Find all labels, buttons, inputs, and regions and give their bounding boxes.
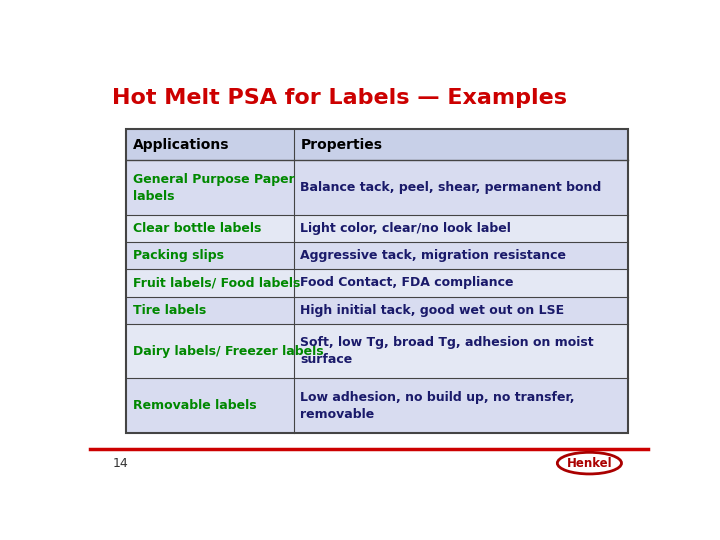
Bar — [126, 215, 629, 242]
Ellipse shape — [557, 453, 621, 474]
Text: Food Contact, FDA compliance: Food Contact, FDA compliance — [300, 276, 514, 289]
Text: Clear bottle labels: Clear bottle labels — [133, 222, 261, 235]
Text: Properties: Properties — [300, 138, 382, 152]
Text: Fruit labels/ Food labels: Fruit labels/ Food labels — [133, 276, 300, 289]
Text: Removable labels: Removable labels — [133, 399, 256, 412]
Text: Balance tack, peel, shear, permanent bond: Balance tack, peel, shear, permanent bon… — [300, 181, 602, 194]
Text: Hot Melt PSA for Labels — Examples: Hot Melt PSA for Labels — Examples — [112, 87, 567, 107]
Text: 14: 14 — [112, 457, 128, 470]
Bar — [126, 242, 629, 269]
Text: Light color, clear/no look label: Light color, clear/no look label — [300, 222, 511, 235]
Bar — [126, 160, 629, 215]
Text: Soft, low Tg, broad Tg, adhesion on moist
surface: Soft, low Tg, broad Tg, adhesion on mois… — [300, 336, 594, 366]
Text: Applications: Applications — [133, 138, 230, 152]
Text: Henkel: Henkel — [567, 457, 612, 470]
Text: Dairy labels/ Freezer labels: Dairy labels/ Freezer labels — [133, 345, 323, 357]
Bar — [126, 129, 629, 160]
Text: Low adhesion, no build up, no transfer,
removable: Low adhesion, no build up, no transfer, … — [300, 390, 575, 421]
Text: High initial tack, good wet out on LSE: High initial tack, good wet out on LSE — [300, 303, 564, 317]
Bar — [126, 269, 629, 296]
Text: Tire labels: Tire labels — [133, 303, 206, 317]
Bar — [126, 379, 629, 433]
Text: General Purpose Paper
labels: General Purpose Paper labels — [133, 173, 294, 202]
Text: Aggressive tack, migration resistance: Aggressive tack, migration resistance — [300, 249, 567, 262]
Text: Packing slips: Packing slips — [133, 249, 224, 262]
Bar — [126, 324, 629, 379]
Bar — [126, 129, 629, 433]
Bar — [126, 296, 629, 324]
